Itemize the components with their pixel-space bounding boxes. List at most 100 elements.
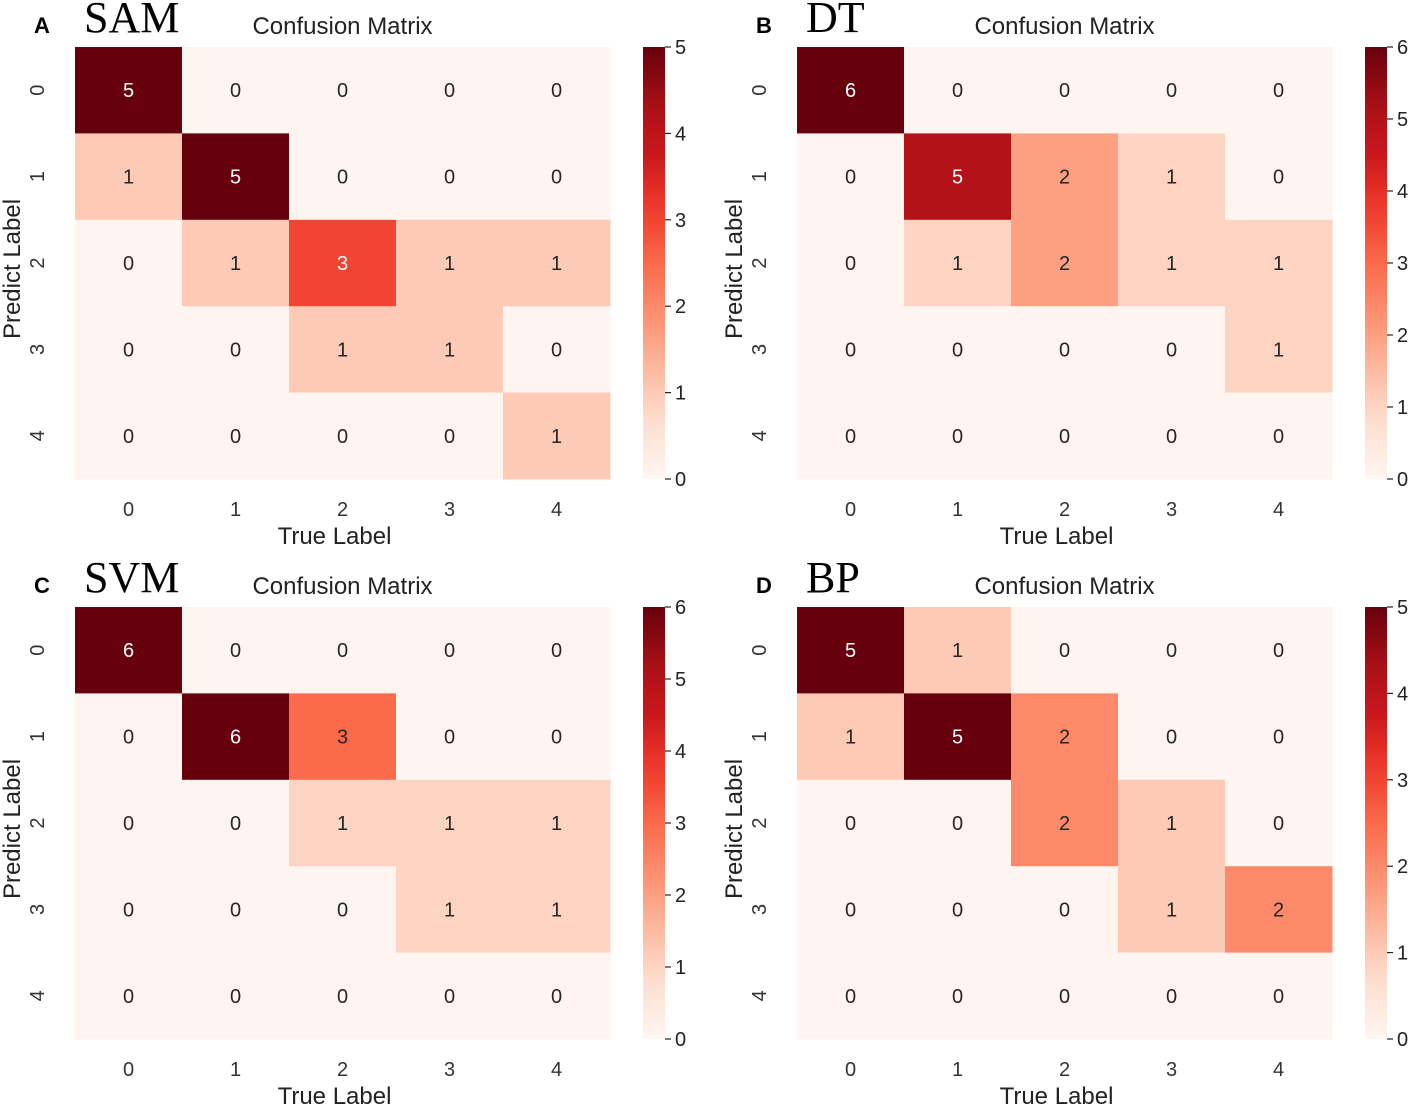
cell-value-label: 0 [337,426,348,448]
heatmap-cell [904,47,1012,134]
heatmap-cell [75,392,183,480]
cell-value-label: 2 [1059,727,1070,749]
cell-value-label: 1 [1273,339,1284,361]
panel-letter: B [756,13,772,38]
heatmap-cell [182,607,290,694]
cell-value-label: 0 [1059,426,1070,448]
x-tick-label: 3 [444,499,455,521]
cell-value-label: 0 [952,986,963,1008]
cell-value-label: 0 [845,986,856,1008]
y-tick-label: 0 [27,645,49,656]
y-tick-label: 2 [27,257,49,268]
heatmap-cell [1225,392,1333,480]
cell-value-label: 5 [952,727,963,749]
heatmap-cell [1225,47,1333,134]
heatmap-cell [904,219,1012,307]
cell-value-label: 0 [551,167,562,189]
heatmap-cell [1225,779,1333,867]
heatmap-cell [1118,392,1226,480]
cell-value-label: 0 [230,813,241,835]
cell-value-label: 3 [337,727,348,749]
colorbar-tick-label: 3 [675,210,686,232]
heatmap-cell [503,607,611,694]
y-tick-label: 3 [27,344,49,355]
y-tick-label: 3 [749,344,771,355]
panel-a: A SAM Confusion Matrix 5 0 0 0 0 1 5 0 0 0 0 1 3 1 1 0 0 1 1 0… [0,0,686,550]
x-tick-label: 4 [551,1059,562,1081]
chart-title: Confusion Matrix [252,13,432,40]
x-tick-label: 1 [230,1059,241,1081]
heatmap-cell [289,47,397,134]
heatmap-cell [1011,392,1119,480]
cell-value-label: 0 [337,167,348,189]
y-tick-label: 1 [749,731,771,742]
heatmap-cell [1118,952,1226,1040]
y-axis-label: Predict Label [0,759,26,899]
y-tick-label: 1 [749,171,771,182]
chart-title: Confusion Matrix [974,13,1154,40]
cell-value-label: 0 [230,339,241,361]
panel-letter: C [34,573,50,598]
heatmap-cell [1118,693,1226,781]
heatmap-cell [182,779,290,867]
x-axis-label: True Label [1000,1083,1114,1104]
cell-value-label: 0 [1166,727,1177,749]
heatmap-cell [503,47,611,134]
cell-value-label: 0 [123,813,134,835]
x-tick-label: 4 [551,499,562,521]
method-name: SVM [84,553,179,602]
heatmap-cell [503,866,611,954]
heatmap-cell [75,306,183,394]
cell-value-label: 0 [230,80,241,102]
cell-value-label: 1 [551,899,562,921]
colorbar-tick-label: 1 [675,383,686,405]
colorbar-tick-label: 0 [675,1029,686,1051]
heatmap-cell [1118,779,1226,867]
cell-value-label: 1 [444,899,455,921]
cell-value-label: 6 [230,727,241,749]
heatmap-cell [797,607,905,694]
colorbar-tick-label: 3 [1397,253,1408,275]
panel-letter: A [34,13,50,38]
y-axis-label: Predict Label [0,199,26,339]
heatmap-cell [797,47,905,134]
x-tick-label: 0 [123,1059,134,1081]
heatmap-cell [797,306,905,394]
cell-value-label: 1 [551,426,562,448]
heatmap-cell [503,133,611,221]
cell-value-label: 6 [845,80,856,102]
heatmap-cell [75,133,183,221]
cell-value-label: 0 [952,899,963,921]
x-axis-label: True Label [278,523,392,550]
panel-letter: D [756,573,772,598]
cell-value-label: 0 [444,640,455,662]
heatmap-cell [396,47,504,134]
heatmap-cell [75,607,183,694]
cell-value-label: 1 [1166,899,1177,921]
cell-value-label: 0 [123,339,134,361]
y-axis-label: Predict Label [721,199,748,339]
x-tick-label: 2 [1059,499,1070,521]
heatmap-cell [289,607,397,694]
heatmap-cell [503,306,611,394]
cell-value-label: 0 [845,253,856,275]
x-tick-label: 3 [1166,1059,1177,1081]
heatmap-cell [503,392,611,480]
heatmap-cell [904,693,1012,781]
heatmap-cell [396,133,504,221]
y-tick-label: 1 [27,731,49,742]
y-tick-label: 0 [749,85,771,96]
heatmap-cell [797,952,905,1040]
colorbar-tick-label: 1 [1397,397,1408,419]
cell-value-label: 6 [123,640,134,662]
x-axis-label: True Label [278,1083,392,1104]
cell-value-label: 1 [551,813,562,835]
heatmap-cell [1011,47,1119,134]
heatmap-cell [1011,607,1119,694]
cell-value-label: 0 [444,80,455,102]
colorbar-tick-label: 5 [675,669,686,691]
heatmap-cell [289,952,397,1040]
y-tick-label: 3 [27,904,49,915]
heatmap-cell [182,47,290,134]
cell-value-label: 0 [952,426,963,448]
